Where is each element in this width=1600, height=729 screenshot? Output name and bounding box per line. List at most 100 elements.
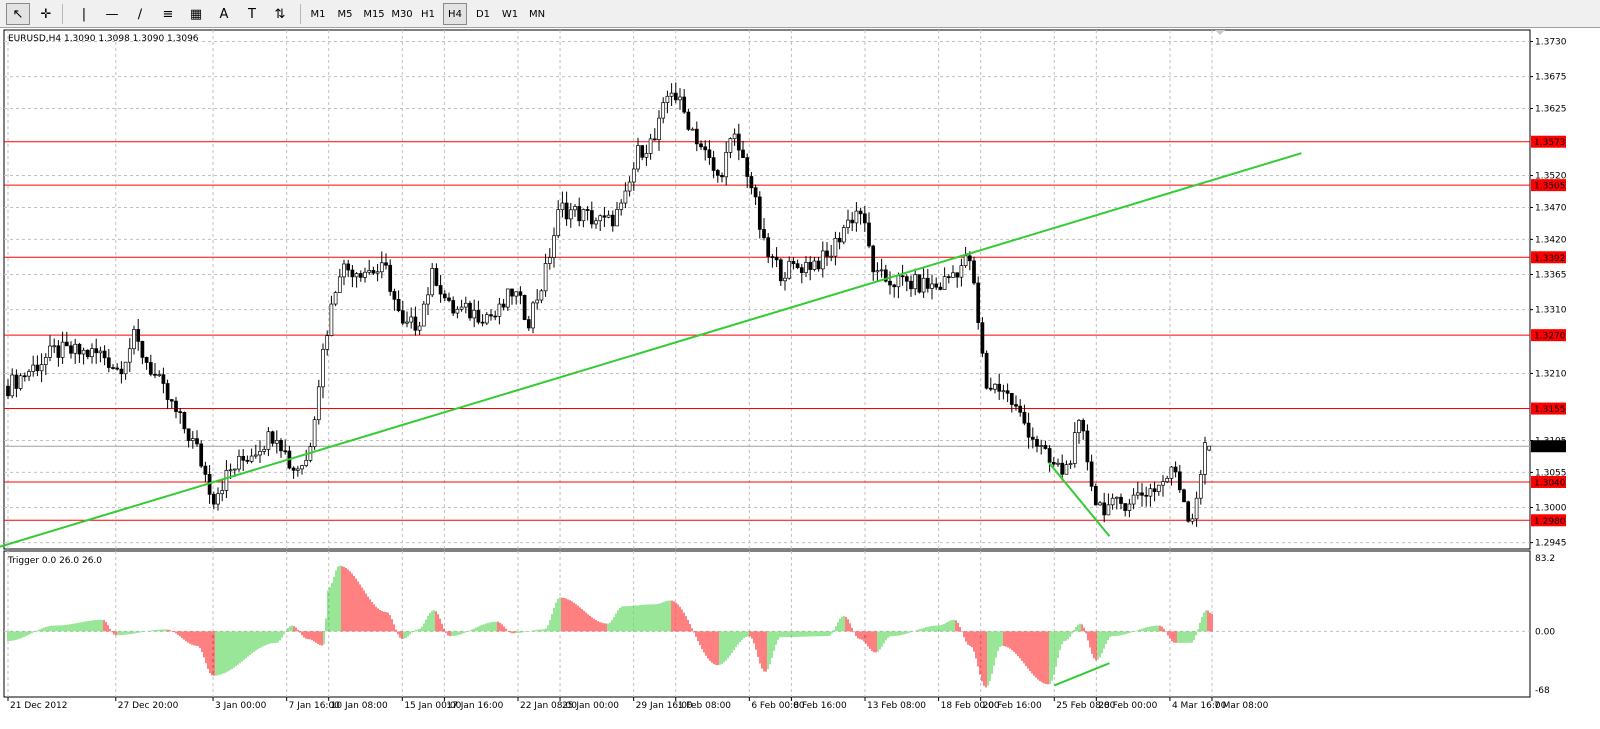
candle-body xyxy=(132,329,136,350)
candle-body xyxy=(342,263,346,278)
candle-body xyxy=(623,190,628,204)
candle-body xyxy=(1001,390,1006,393)
timeframe-button-m15[interactable]: M15 xyxy=(363,8,385,20)
candle-body xyxy=(976,282,981,323)
candle-body xyxy=(896,275,901,288)
candle-body xyxy=(60,341,65,358)
date-tick-label: 29 Jan 16:00 xyxy=(636,701,693,711)
candle-body xyxy=(1102,502,1107,516)
candle-body xyxy=(321,348,325,388)
candle-body xyxy=(56,345,61,358)
timeframe-button-mn[interactable]: MN xyxy=(528,8,546,20)
candle-body xyxy=(363,271,367,278)
fibonacci-tool-button[interactable]: ≡ xyxy=(156,3,180,25)
timeframe-button-h1[interactable]: H1 xyxy=(421,8,435,20)
timeframe-button-m30[interactable]: M30 xyxy=(391,8,413,20)
candle-body xyxy=(942,276,947,290)
price-tick-label: 1.3000 xyxy=(1535,504,1567,514)
candle-body xyxy=(417,325,422,331)
candle-body xyxy=(1123,503,1128,511)
candle-body xyxy=(203,465,208,475)
candle-body xyxy=(833,237,838,257)
candle-body xyxy=(413,316,418,331)
candle-body xyxy=(211,493,216,505)
text-tool-button[interactable]: A xyxy=(212,3,236,25)
candle-body xyxy=(90,348,94,358)
timeframe-button-h4[interactable]: H4 xyxy=(443,3,467,25)
date-tick-label: 20 Feb 16:00 xyxy=(983,701,1042,711)
candle-body xyxy=(337,276,342,293)
date-tick-label: 8 Feb 16:00 xyxy=(793,701,847,711)
price-tick-label: 1.3625 xyxy=(1535,105,1567,115)
arrow-tool-button[interactable]: ⇅ xyxy=(268,3,292,25)
candle-body xyxy=(304,460,309,466)
candle-body xyxy=(1047,448,1052,463)
candle-body xyxy=(816,260,821,270)
candle-body xyxy=(640,145,645,158)
candle-body xyxy=(955,272,960,278)
date-tick-label: 4 Mar 16:00 xyxy=(1172,701,1227,711)
channel-tool-button[interactable]: ▦ xyxy=(184,3,208,25)
candle-body xyxy=(1026,422,1031,438)
candle-body xyxy=(1056,462,1060,465)
candle-body xyxy=(1156,484,1161,492)
cursor-icon: ↖ xyxy=(12,6,24,22)
candle-body xyxy=(224,469,229,491)
candle-body xyxy=(111,367,115,369)
candle-body xyxy=(980,322,985,354)
trendline-tool-button[interactable]: ∕ xyxy=(128,3,152,25)
candle-body xyxy=(661,102,666,119)
candle-body xyxy=(673,92,678,101)
candle-body xyxy=(392,291,397,300)
candle-body xyxy=(1161,481,1165,486)
crosshair-tool-button[interactable]: ✛ xyxy=(34,3,58,25)
level-price-label: 1.3155 xyxy=(1534,405,1566,415)
main-panel-frame xyxy=(3,29,1531,550)
date-tick-label: 3 Jan 00:00 xyxy=(215,701,267,711)
cursor-tool-button[interactable]: ↖ xyxy=(6,3,30,25)
candle-body xyxy=(1169,466,1174,479)
price-tick-label: 1.2945 xyxy=(1535,539,1567,549)
candle-body xyxy=(434,268,439,286)
candle-body xyxy=(220,490,225,495)
price-chart[interactable]: 1.3730 1.3675 1.3625 1.3520 1.3470 1.3420 1.33… xyxy=(0,28,1600,729)
candle-body xyxy=(783,277,787,282)
candle-body xyxy=(963,255,968,267)
candle-body xyxy=(812,260,817,270)
candle-body xyxy=(316,386,321,421)
crosshair-icon: ✛ xyxy=(40,6,52,22)
candle-body xyxy=(18,375,23,389)
candle-body xyxy=(94,348,99,354)
candle-body xyxy=(144,357,149,363)
candle-body xyxy=(602,215,607,218)
candle-body xyxy=(1089,461,1094,487)
candle-body xyxy=(106,357,111,368)
candle-body xyxy=(22,375,27,378)
timeframe-button-m1[interactable]: M1 xyxy=(310,8,326,20)
candle-body xyxy=(346,263,351,271)
candle-body xyxy=(174,400,178,412)
timeframe-button-d1[interactable]: D1 xyxy=(475,8,491,20)
candle-body xyxy=(627,181,632,192)
candle-body xyxy=(1127,503,1132,511)
candle-body xyxy=(245,459,250,462)
timeframe-button-m5[interactable]: M5 xyxy=(337,8,353,20)
candle-body xyxy=(283,450,288,453)
candle-body xyxy=(804,262,808,273)
date-tick-label: 27 Dec 20:00 xyxy=(118,701,179,711)
price-tick-label: 1.3365 xyxy=(1535,270,1567,280)
date-tick-label: 25 Jan 00:00 xyxy=(562,701,619,711)
text-label-tool-button[interactable]: T xyxy=(240,3,264,25)
horizontal-line-tool-button[interactable]: — xyxy=(100,3,124,25)
indicator-trendline xyxy=(1053,662,1110,687)
candle-body xyxy=(375,271,380,274)
candle-body xyxy=(358,273,363,278)
candle-body xyxy=(1018,405,1023,413)
candle-body xyxy=(757,196,762,230)
horizontal-line-icon: — xyxy=(105,6,119,22)
timeframe-button-w1[interactable]: W1 xyxy=(501,8,519,20)
candle-body xyxy=(510,288,514,297)
vertical-line-tool-button[interactable]: | xyxy=(72,3,96,25)
date-tick-label: 15 Jan 00:00 xyxy=(404,701,461,711)
candle-body xyxy=(127,348,132,363)
